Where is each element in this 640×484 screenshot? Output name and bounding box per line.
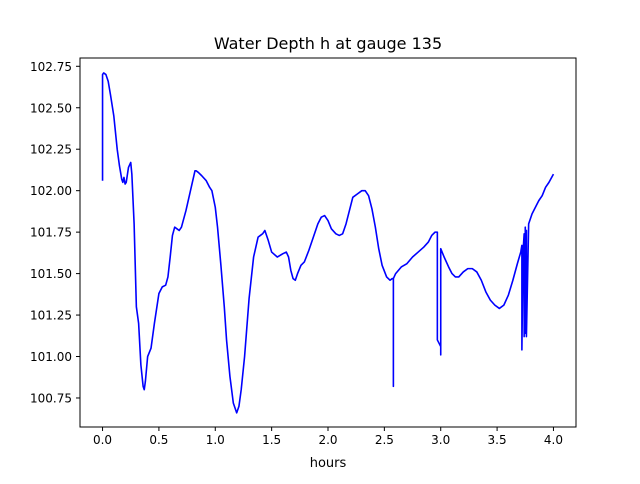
x-tick-label: 2.5 xyxy=(375,433,394,447)
y-tick-label: 100.75 xyxy=(30,391,72,405)
y-tick-label: 101.25 xyxy=(30,309,72,323)
y-tick-label: 101.00 xyxy=(30,350,72,364)
x-tick-label: 1.0 xyxy=(206,433,225,447)
x-tick-label: 2.0 xyxy=(318,433,337,447)
y-tick-label: 102.00 xyxy=(30,184,72,198)
y-tick-label: 101.50 xyxy=(30,267,72,281)
chart-title: Water Depth h at gauge 135 xyxy=(214,34,442,53)
y-axis: 100.75 101.00 101.25 101.50 101.75 102.00 102.… xyxy=(30,60,80,405)
y-tick-label: 102.50 xyxy=(30,101,72,115)
series-line-1 xyxy=(101,72,555,414)
x-axis-label: hours xyxy=(310,456,347,471)
y-tick-label: 102.75 xyxy=(30,60,72,74)
x-tick-label: 3.5 xyxy=(488,433,507,447)
y-tick-label: 101.75 xyxy=(30,226,72,240)
x-tick-label: 3.0 xyxy=(431,433,450,447)
x-tick-label: 1.5 xyxy=(262,433,281,447)
y-tick-label: 102.25 xyxy=(30,143,72,157)
x-tick-label: 0.5 xyxy=(149,433,168,447)
x-tick-label: 4.0 xyxy=(544,433,563,447)
plot-layer xyxy=(101,72,555,414)
x-tick-label: 0.0 xyxy=(93,433,112,447)
x-axis: 0.0 0.5 1.0 1.5 2.0 2.5 3.0 3.5 4.0 xyxy=(93,427,563,447)
